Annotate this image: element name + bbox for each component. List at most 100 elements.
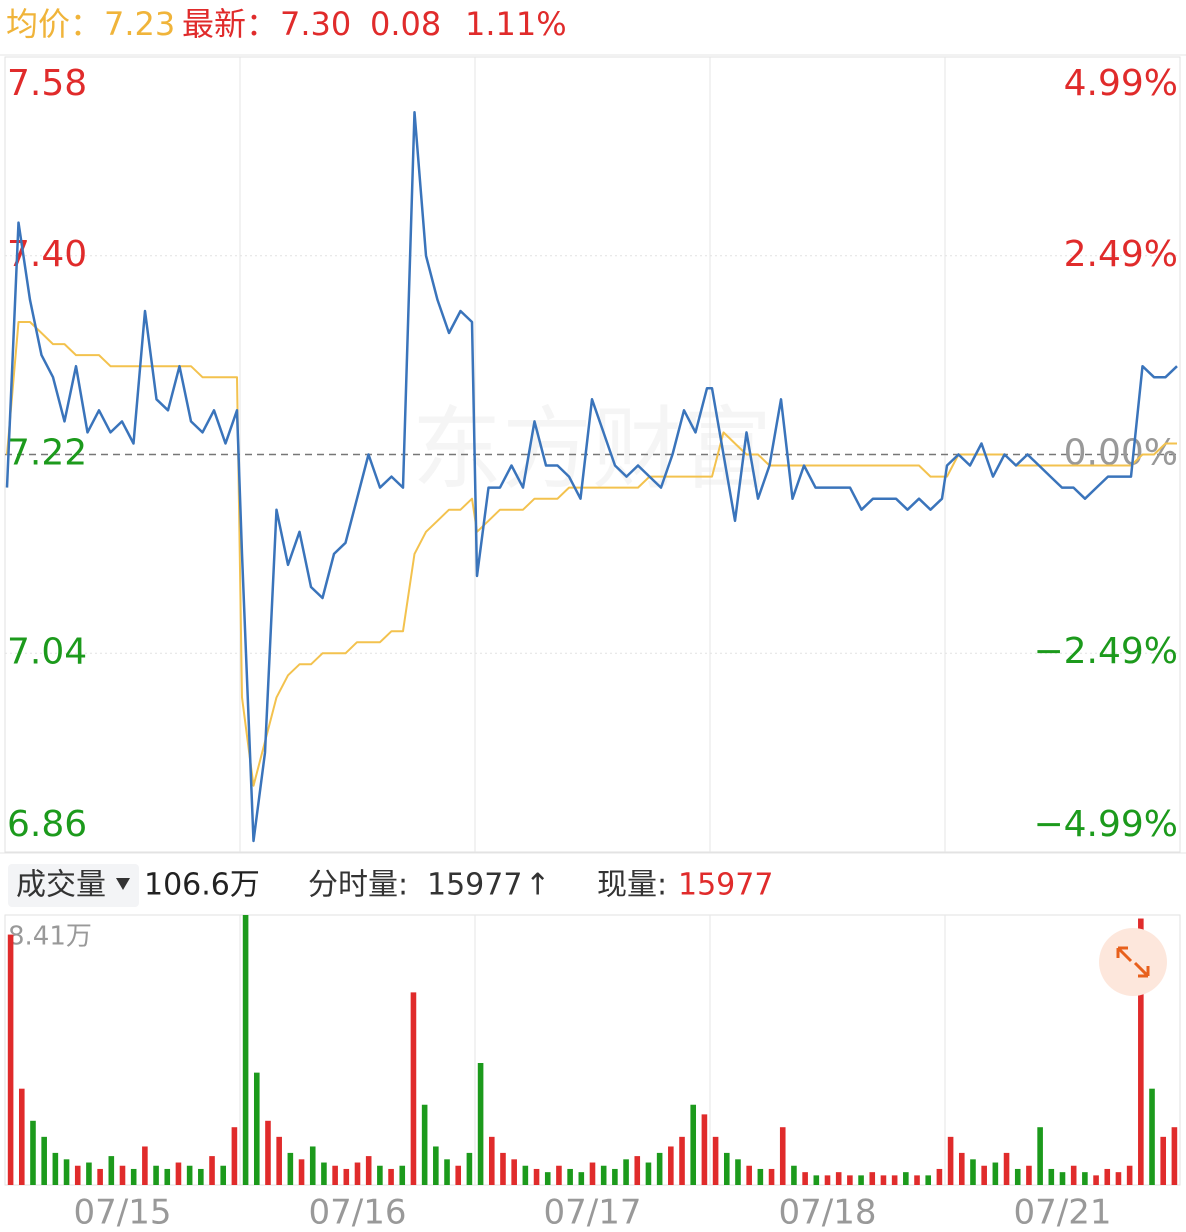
volume-tick-label: 8.41万 [8, 922, 92, 952]
volume-bar [153, 1165, 159, 1185]
volume-bar [421, 1104, 428, 1185]
volume-bar [30, 1120, 36, 1185]
minute-arrow: ↑ [525, 868, 550, 903]
volume-bar [723, 1152, 730, 1185]
minute-volume-value: 15977 [427, 868, 522, 903]
y2-tick-label: −4.99% [1033, 804, 1178, 845]
volume-bar [880, 1175, 887, 1185]
volume-bar [981, 1165, 987, 1185]
y-tick-label: 6.86 [7, 804, 87, 845]
volume-bar [1003, 1152, 1010, 1185]
volume-bar [701, 1114, 708, 1185]
x-tick-label: 07/16 [309, 1193, 407, 1232]
volume-bar [891, 1175, 898, 1185]
volume-bar [768, 1168, 775, 1185]
volume-bar [1160, 1136, 1167, 1185]
volume-bar [1026, 1165, 1032, 1185]
volume-bar [97, 1168, 103, 1185]
volume-bar [835, 1172, 842, 1185]
volume-bar [903, 1172, 909, 1185]
watermark: 东方财富 [412, 397, 772, 502]
volume-bar [1082, 1172, 1088, 1185]
volume-bar [477, 1063, 484, 1185]
volume-selector-label[interactable]: 成交量 [16, 868, 106, 903]
volume-bar [858, 1175, 864, 1185]
avg-line [6, 321, 1177, 787]
volume-bar [1138, 918, 1144, 1185]
volume-bar [522, 1165, 529, 1185]
volume-bar [309, 1146, 316, 1185]
header: 均价： 7.23 最新： 7.30 0.08 1.11% [6, 5, 567, 43]
volume-bar [354, 1162, 361, 1185]
y2-tick-label: −2.49% [1033, 631, 1178, 672]
volume-bar [186, 1165, 193, 1185]
y-tick-label: 7.40 [7, 234, 87, 275]
volume-bar [433, 1146, 439, 1185]
x-tick-label: 07/21 [1014, 1193, 1112, 1232]
x-tick-label: 07/18 [779, 1193, 877, 1232]
x-tick-label: 07/15 [74, 1193, 172, 1232]
y-tick-label: 7.04 [7, 631, 87, 672]
volume-bar [198, 1168, 204, 1185]
volume-bar [757, 1168, 764, 1185]
y-tick-label: 7.22 [7, 433, 87, 474]
volume-bar [511, 1159, 517, 1185]
volume-bar [175, 1162, 182, 1185]
volume-bar [600, 1165, 607, 1185]
volume-bar [623, 1159, 629, 1185]
volume-bar [914, 1175, 920, 1185]
volume-bar [1149, 1088, 1155, 1185]
minute-volume-label: 分时量: [308, 868, 408, 903]
y2-tick-label: 0.00% [1064, 433, 1178, 474]
volume-bar [578, 1172, 585, 1185]
volume-bar [690, 1104, 697, 1185]
volume-bar [668, 1146, 674, 1185]
volume-bar [108, 1156, 115, 1185]
volume-bar [63, 1159, 70, 1185]
volume-bar [612, 1168, 618, 1185]
volume-selector[interactable] [8, 864, 139, 907]
volume-bar [1014, 1168, 1021, 1185]
volume-bar [1070, 1165, 1077, 1185]
change: 0.08 [370, 5, 441, 43]
volume-bar [265, 1120, 271, 1185]
last-value: 7.30 [280, 5, 351, 43]
volume-bar [869, 1172, 876, 1185]
volume-bar [365, 1156, 372, 1185]
volume-bar [589, 1162, 596, 1185]
volume-bar [298, 1159, 305, 1185]
volume-bar [164, 1168, 171, 1185]
volume-bar [119, 1165, 126, 1185]
dropdown-icon[interactable] [116, 878, 130, 890]
expand-button[interactable] [1099, 928, 1167, 996]
volume-bar [410, 992, 417, 1185]
volume-frame [4, 914, 1181, 1186]
volume-bar [802, 1172, 808, 1185]
volume-bar [824, 1175, 831, 1185]
y-tick-label: 7.58 [7, 63, 87, 104]
volume-bar [992, 1162, 999, 1185]
volume-bar [399, 1165, 406, 1185]
volume-bar [735, 1159, 741, 1185]
volume-bar [321, 1162, 327, 1185]
volume-bar [74, 1165, 81, 1185]
volume-bar [634, 1156, 641, 1185]
volume-bar [1037, 1127, 1043, 1185]
y2-tick-label: 2.49% [1064, 234, 1178, 275]
last-label: 最新： [182, 5, 278, 43]
volume-bar [656, 1152, 663, 1185]
volume-bar [444, 1159, 450, 1185]
volume-bar [220, 1165, 227, 1185]
volume-bar [276, 1136, 282, 1185]
volume-bar [847, 1175, 853, 1185]
volume-bar [142, 1146, 148, 1185]
now-volume-label: 现量: [597, 868, 667, 903]
volume-bar [970, 1159, 976, 1185]
volume-bar [936, 1168, 943, 1185]
volume-bar [130, 1168, 137, 1185]
y2-tick-label: 4.99% [1064, 63, 1178, 104]
volume-bar [7, 934, 14, 1185]
volume-bar [746, 1165, 752, 1185]
expand-icon[interactable] [1116, 946, 1150, 978]
